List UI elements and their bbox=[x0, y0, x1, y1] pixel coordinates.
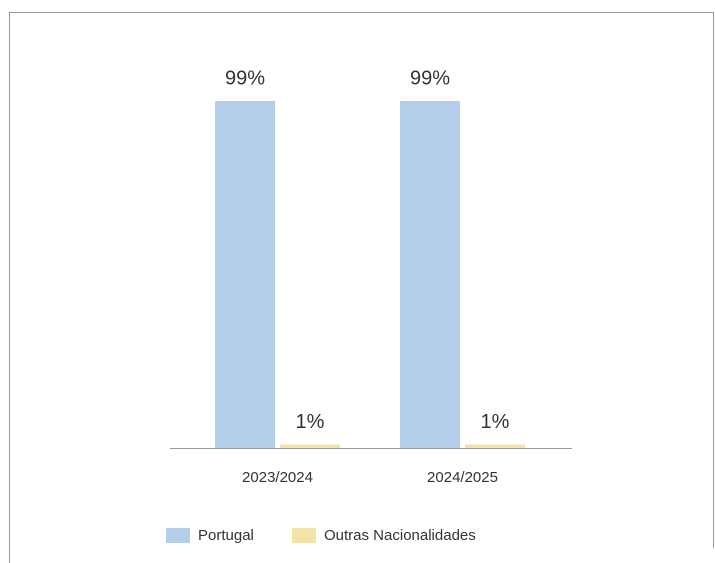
value-label: 1% bbox=[481, 411, 510, 433]
x-tick-label: 2023/2024 bbox=[242, 469, 313, 486]
legend-swatch bbox=[166, 528, 190, 543]
value-label: 99% bbox=[410, 67, 450, 89]
legend-label: Outras Nacionalidades bbox=[324, 527, 476, 544]
value-label: 99% bbox=[225, 67, 265, 89]
x-tick-label: 2024/2025 bbox=[427, 469, 498, 486]
legend-label: Portugal bbox=[198, 527, 254, 544]
legend-swatch bbox=[292, 528, 316, 543]
bar bbox=[215, 101, 275, 448]
bar bbox=[400, 101, 460, 448]
bar bbox=[465, 444, 525, 448]
value-label: 1% bbox=[296, 411, 325, 433]
bar bbox=[280, 444, 340, 448]
